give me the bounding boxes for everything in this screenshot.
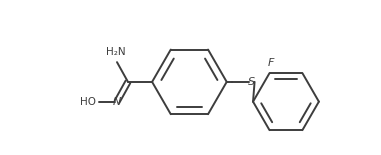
Text: N: N: [113, 97, 121, 107]
Text: HO: HO: [80, 97, 96, 107]
Text: H₂N: H₂N: [106, 47, 126, 57]
Text: F: F: [267, 58, 274, 68]
Text: S: S: [248, 77, 256, 87]
